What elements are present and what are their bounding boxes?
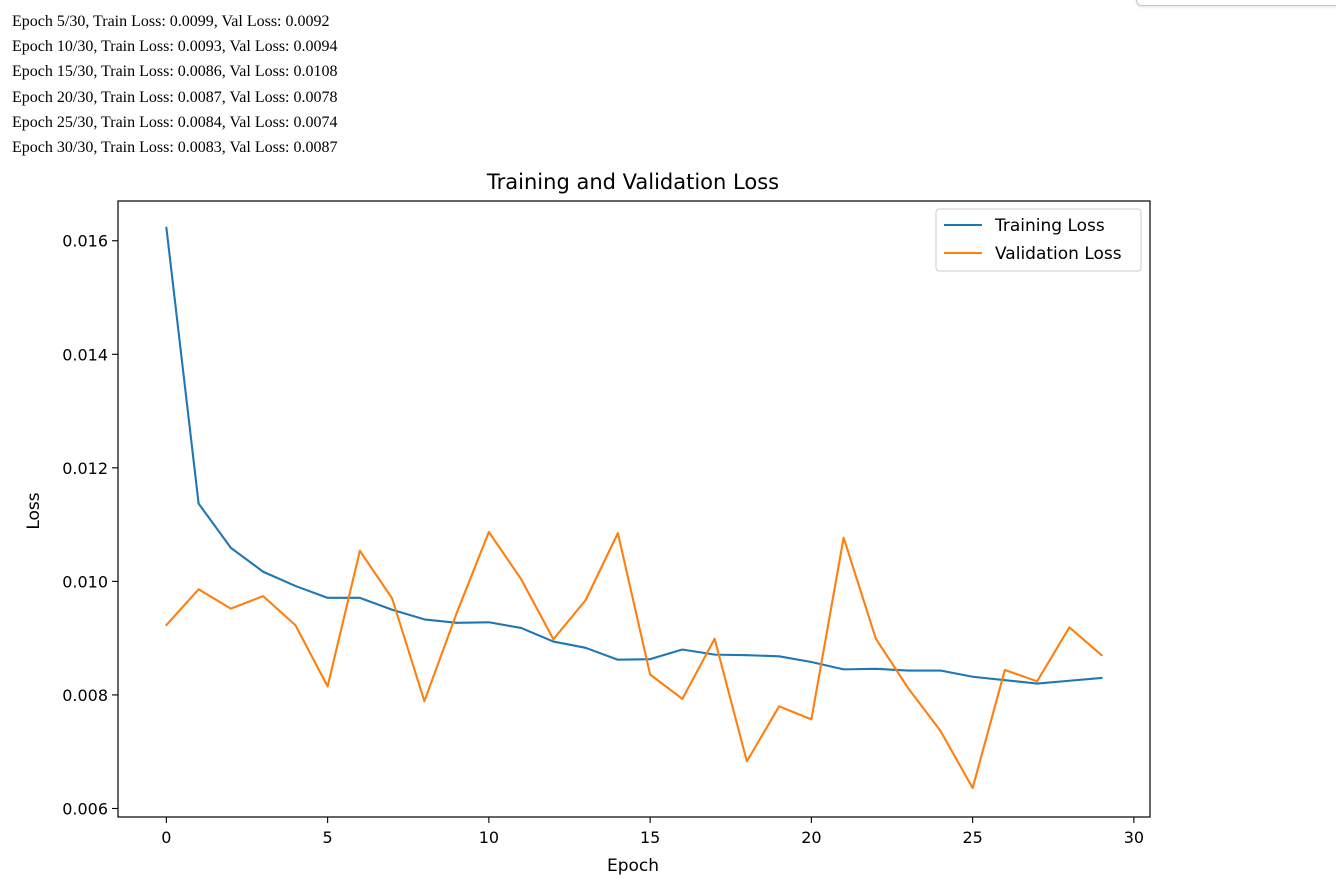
legend-label: Validation Loss [995,244,1122,264]
data-point-training-loss [907,669,910,672]
data-point-validation-loss [842,536,845,539]
y-tick-label: 0.014 [62,345,108,364]
data-point-training-loss [584,646,587,649]
data-point-validation-loss [520,578,523,581]
x-tick-label: 25 [962,828,982,847]
data-point-training-loss [810,661,813,663]
legend-label: Training Loss [994,216,1105,236]
x-tick-label: 20 [801,828,821,847]
data-point-validation-loss [229,607,232,610]
data-point-training-loss [326,596,329,599]
y-tick-label: 0.006 [62,799,108,818]
data-point-training-loss [262,570,265,573]
y-axis-label: Loss [24,492,44,529]
data-point-training-loss [1068,679,1071,682]
data-point-validation-loss [1003,669,1006,671]
log-line: Epoch 20/30, Train Loss: 0.0087, Val Los… [12,88,338,106]
data-point-training-loss [229,546,232,549]
x-tick-label: 0 [161,828,171,847]
data-point-validation-loss [907,687,910,690]
x-tick-label: 15 [640,828,660,847]
data-point-validation-loss [649,673,652,676]
cell-output-log: Epoch 5/30, Train Loss: 0.0099, Val Loss… [12,9,338,160]
data-point-validation-loss [487,531,490,533]
log-line: Epoch 30/30, Train Loss: 0.0083, Val Los… [12,138,338,156]
chart-legend: Training Loss Validation Loss [935,208,1142,272]
y-tick-label: 0.012 [62,459,108,478]
data-point-training-loss [616,658,619,661]
data-point-validation-loss [262,595,265,598]
loss-line-chart: Training and Validation Loss 0.0060.0080… [24,170,1151,876]
data-point-training-loss [778,655,781,658]
data-point-training-loss [649,658,652,661]
data-point-validation-loss [713,637,716,640]
data-point-training-loss [971,675,974,678]
data-point-validation-loss [552,638,555,641]
data-point-validation-loss [165,624,168,627]
data-point-validation-loss [326,685,329,688]
data-point-training-loss [1036,682,1039,685]
data-point-validation-loss [294,624,297,627]
data-point-validation-loss [423,700,426,703]
data-point-validation-loss [1036,680,1039,683]
plot-lines [165,226,1103,790]
data-point-training-loss [165,226,168,229]
chart-title: Training and Validation Loss [486,170,779,194]
axes-frame [117,200,1151,818]
log-line: Epoch 15/30, Train Loss: 0.0086, Val Los… [12,63,338,81]
series-line-validation-loss [165,530,1103,790]
data-point-training-loss [1100,677,1103,679]
data-point-training-loss [520,627,523,629]
y-axis-ticks: 0.006 0.008 0.010 0.012 0.014 0.016 [62,232,118,818]
data-point-training-loss [358,596,361,599]
y-tick-label: 0.008 [62,686,108,705]
data-point-validation-loss [778,705,781,708]
series-line-training-loss [165,226,1103,685]
data-point-training-loss [939,669,942,672]
data-point-training-loss [552,640,555,643]
data-point-validation-loss [455,612,458,615]
legend-box [935,208,1142,272]
data-point-training-loss [455,621,458,624]
data-point-training-loss [391,608,394,611]
data-point-validation-loss [391,597,394,600]
data-point-validation-loss [1068,626,1071,629]
data-point-training-loss [294,585,297,587]
data-point-training-loss [197,502,200,505]
data-point-validation-loss [1100,654,1103,657]
data-point-validation-loss [745,760,748,763]
data-point-validation-loss [358,549,361,552]
log-line: Epoch 25/30, Train Loss: 0.0084, Val Los… [12,113,338,131]
toolbar-popup-edge[interactable] [1136,0,1336,6]
data-point-training-loss [681,648,684,651]
data-point-training-loss [745,654,748,657]
x-axis-label: Epoch [607,856,659,876]
data-point-validation-loss [197,588,200,591]
data-point-training-loss [874,667,877,670]
data-point-validation-loss [810,718,813,721]
x-tick-label: 5 [323,828,333,847]
data-point-validation-loss [939,729,942,732]
data-point-validation-loss [584,599,587,602]
data-point-training-loss [842,668,845,671]
data-point-validation-loss [681,698,684,700]
x-tick-label: 30 [1124,828,1144,847]
data-point-validation-loss [616,532,619,535]
y-tick-label: 0.016 [62,232,108,251]
log-line: Epoch 10/30, Train Loss: 0.0093, Val Los… [12,38,338,56]
log-line: Epoch 5/30, Train Loss: 0.0099, Val Loss… [12,13,330,30]
data-point-training-loss [1003,679,1006,682]
data-point-training-loss [487,621,490,624]
data-point-training-loss [713,653,716,656]
x-tick-label: 10 [479,828,499,847]
x-axis-ticks: 0 5 10 15 20 25 30 [161,817,1144,847]
data-point-validation-loss [874,637,877,640]
data-point-training-loss [423,618,426,621]
y-tick-label: 0.010 [62,572,108,591]
data-point-validation-loss [971,787,974,789]
